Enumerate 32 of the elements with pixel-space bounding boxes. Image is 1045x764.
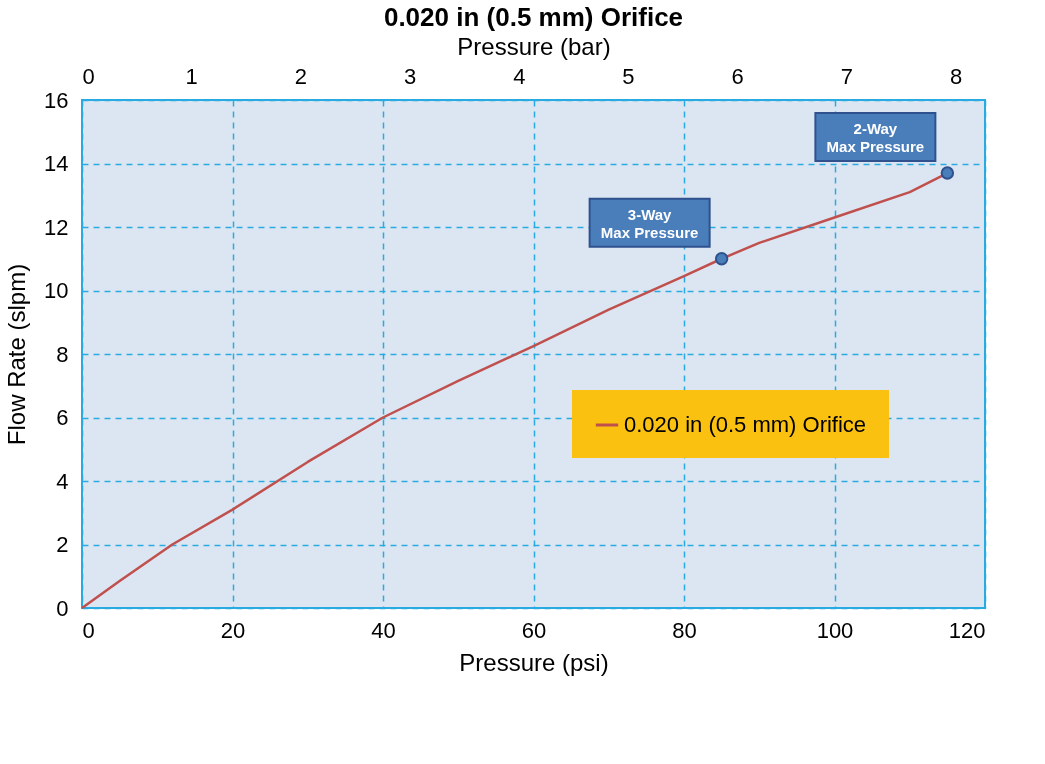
x2-tick-label: 2 — [294, 63, 307, 89]
y-axis-title: Flow Rate (slpm) — [3, 263, 31, 446]
x2-axis-title: Pressure (bar) — [457, 32, 611, 60]
x-tick-label: 0 — [82, 617, 95, 643]
y-tick-label: 6 — [56, 405, 69, 430]
y-tick-label: 10 — [44, 278, 69, 303]
x-tick-label: 100 — [816, 617, 854, 643]
x-axis-title: Pressure (psi) — [459, 648, 609, 676]
x-tick-label: 80 — [672, 617, 697, 643]
x2-tick-label: 7 — [840, 63, 853, 89]
y-tick-label: 4 — [56, 468, 69, 494]
annotation: 2-Way Max Pressure — [826, 120, 925, 156]
x2-tick-label: 1 — [185, 63, 198, 89]
x2-tick-label: 8 — [949, 63, 963, 89]
x2-tick-label: 5 — [622, 63, 635, 89]
x-tick-label: 40 — [371, 617, 396, 643]
annotation: 3-Way Max Pressure — [600, 205, 699, 241]
y-tick-label: 2 — [56, 532, 69, 557]
y-tick-label: 12 — [44, 214, 69, 240]
y-tick-label: 0 — [56, 595, 69, 621]
x-tick-label: 20 — [220, 617, 246, 643]
legend-label: 0.020 in (0.5 mm) Orifice — [624, 412, 867, 437]
x2-tick-label: 6 — [731, 63, 744, 89]
x2-tick-label: 3 — [403, 63, 417, 89]
x-tick-label: 60 — [521, 617, 547, 643]
y-tick-label: 14 — [44, 151, 69, 176]
y-tick-label: 8 — [56, 341, 69, 367]
x-tick-label: 120 — [948, 617, 986, 643]
x2-tick-label: 4 — [513, 63, 526, 89]
chart-title: 0.020 in (0.5 mm) Orifice — [383, 2, 684, 32]
y-tick-label: 16 — [44, 87, 69, 113]
x2-tick-label: 0 — [82, 63, 95, 89]
